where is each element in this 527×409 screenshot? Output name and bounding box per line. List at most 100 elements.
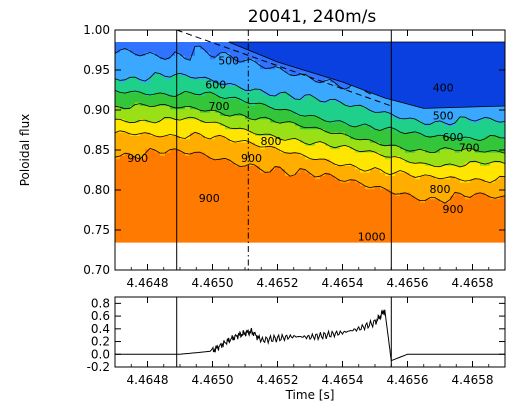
contour-cell	[490, 152, 496, 156]
contour-cell	[115, 82, 121, 86]
contour-cell	[135, 118, 141, 123]
contour-cell	[400, 122, 406, 126]
contour-line-700	[115, 103, 505, 154]
contour-cell	[250, 95, 256, 100]
contour-cell	[300, 188, 306, 193]
contour-cell	[120, 45, 126, 50]
contour-cell	[180, 232, 186, 236]
contour-cell	[145, 215, 151, 220]
contour-cell	[260, 85, 266, 90]
contour-cell	[410, 132, 416, 136]
contour-cell	[205, 172, 211, 176]
contour-cell	[500, 208, 505, 213]
contour-cell	[210, 115, 216, 120]
contour-cell	[340, 215, 346, 220]
contour-cell	[135, 212, 141, 216]
contour-cell	[420, 165, 426, 170]
contour-cell	[440, 108, 446, 113]
contour-cell	[305, 218, 311, 223]
contour-cell	[140, 62, 146, 66]
contour-cell	[260, 125, 266, 130]
contour-cell	[185, 155, 191, 160]
contour-cell	[330, 155, 336, 160]
contour-cell	[480, 158, 486, 163]
contour-cell	[480, 145, 486, 150]
contour-cell	[405, 218, 411, 223]
contour-cell	[475, 142, 481, 146]
contour-cell	[235, 208, 241, 213]
contour-cell	[430, 162, 436, 166]
contour-cell	[305, 165, 311, 170]
contour-cell	[310, 232, 316, 236]
contour-cell	[460, 148, 466, 153]
contour-cell	[390, 238, 396, 243]
contour-cell	[280, 222, 286, 226]
contour-cell	[130, 108, 136, 113]
contour-cell	[500, 185, 505, 190]
contour-cell	[230, 85, 236, 90]
contour-cell	[305, 205, 311, 210]
contour-cell	[165, 105, 171, 110]
contour-cell	[435, 188, 441, 193]
contour-cell	[220, 165, 226, 170]
contour-cell	[400, 228, 406, 233]
contour-cell	[420, 158, 426, 163]
contour-cell	[290, 235, 296, 240]
contour-cell	[455, 235, 461, 240]
contour-cell	[355, 105, 361, 110]
contour-cell	[115, 205, 121, 210]
contour-cell	[340, 238, 346, 243]
contour-cell	[140, 222, 146, 226]
contour-cell	[230, 192, 236, 196]
contour-cell	[190, 155, 196, 160]
contour-cell	[370, 138, 376, 143]
contour-cell	[405, 215, 411, 220]
contour-cell	[250, 68, 256, 73]
contour-cell	[140, 115, 146, 120]
contour-cell	[420, 128, 426, 133]
contour-cell	[185, 235, 191, 240]
contour-cell	[305, 182, 311, 186]
contour-cell	[290, 178, 296, 183]
contour-cell	[475, 105, 481, 110]
contour-cell	[120, 52, 126, 56]
contour-cell	[215, 158, 221, 163]
contour-cell	[435, 212, 441, 216]
contour-cell	[395, 212, 401, 216]
contour-cell	[200, 215, 206, 220]
contour-cell	[350, 195, 356, 200]
contour-cell	[370, 225, 376, 230]
contour-cell	[275, 125, 281, 130]
contour-cell	[155, 125, 161, 130]
contour-cell	[240, 112, 246, 116]
contour-cell	[270, 75, 276, 80]
contour-cell	[400, 142, 406, 146]
contour-cell	[500, 148, 505, 153]
contour-cell	[440, 118, 446, 123]
contour-cell	[435, 128, 441, 133]
contour-cell	[285, 118, 291, 123]
contour-cell	[195, 52, 201, 56]
contour-cell	[155, 112, 161, 116]
contour-cell	[230, 55, 236, 60]
contour-cell	[270, 58, 276, 63]
contour-cell	[185, 228, 191, 233]
contour-cell	[255, 198, 261, 203]
contour-cell	[165, 122, 171, 126]
contour-cell	[205, 138, 211, 143]
contour-cell	[265, 128, 271, 133]
contour-cell	[140, 228, 146, 233]
contour-cell	[240, 182, 246, 186]
contour-cell	[125, 192, 131, 196]
contour-cell	[500, 155, 505, 160]
contour-cell	[205, 68, 211, 73]
contour-cell	[305, 105, 311, 110]
contour-cell	[235, 78, 241, 83]
contour-cell	[265, 188, 271, 193]
contour-cell	[315, 232, 321, 236]
contour-cell	[480, 105, 486, 110]
contour-cell	[215, 192, 221, 196]
contour-cell	[440, 208, 446, 213]
contour-cell	[220, 92, 226, 96]
contour-cell	[225, 42, 231, 46]
